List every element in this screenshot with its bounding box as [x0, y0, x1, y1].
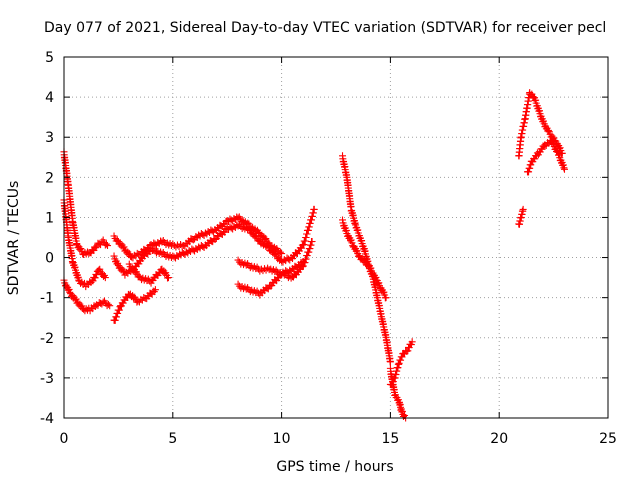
- y-tick-label: -1: [40, 291, 54, 307]
- data-point: [553, 147, 561, 155]
- x-tick-label: 15: [381, 431, 399, 447]
- data-point: [151, 286, 159, 294]
- y-tick-label: 1: [45, 210, 54, 226]
- data-point: [113, 236, 121, 244]
- y-tick-label: 5: [45, 50, 54, 66]
- data-point: [297, 244, 305, 252]
- series-seg-h: [339, 216, 390, 302]
- data-point: [382, 294, 390, 302]
- data-point: [135, 272, 143, 280]
- series-seg-m: [523, 137, 568, 176]
- data-point: [119, 299, 127, 307]
- x-tick-label: 0: [60, 431, 69, 447]
- y-tick-label: 2: [45, 170, 54, 186]
- data-point: [133, 249, 141, 257]
- data-point: [169, 240, 177, 248]
- data-point: [115, 306, 123, 314]
- y-tick-label: -4: [40, 411, 54, 427]
- data-point: [102, 240, 110, 248]
- data-point: [298, 241, 306, 249]
- data-point: [395, 359, 403, 367]
- grid-lines: [64, 57, 608, 418]
- y-tick-label: 4: [45, 90, 54, 106]
- data-point: [404, 347, 412, 355]
- data-point: [92, 244, 100, 252]
- data-points: [60, 89, 568, 422]
- x-tick-label: 20: [490, 431, 508, 447]
- data-point: [388, 381, 396, 389]
- data-point: [211, 235, 219, 243]
- data-point: [298, 263, 306, 271]
- data-point: [164, 274, 172, 282]
- data-point: [276, 248, 284, 256]
- data-point: [111, 316, 119, 324]
- data-point: [389, 378, 397, 386]
- data-point: [558, 149, 566, 157]
- data-point: [104, 300, 112, 308]
- data-point: [117, 302, 125, 310]
- x-axis-title: GPS time / hours: [276, 459, 393, 475]
- x-tick-label: 5: [168, 431, 177, 447]
- series-decay-low: [60, 276, 114, 315]
- series-seg-g: [339, 152, 394, 366]
- y-tick-label: -3: [40, 371, 54, 387]
- series-seg-k: [515, 205, 527, 228]
- series-seg-f: [234, 238, 316, 282]
- x-tick-label: 25: [599, 431, 617, 447]
- data-point: [278, 250, 286, 258]
- data-point: [555, 151, 563, 159]
- x-tick-labels: 0 5 10 15 20 25: [60, 431, 617, 447]
- data-point: [308, 238, 316, 246]
- data-point: [104, 242, 112, 250]
- data-point: [386, 358, 394, 366]
- data-point: [545, 126, 553, 134]
- series-seg-b: [110, 205, 318, 279]
- data-point: [529, 93, 537, 101]
- data-point: [264, 285, 272, 293]
- data-point: [112, 313, 120, 321]
- data-point: [101, 274, 109, 282]
- y-tick-label: 3: [45, 130, 54, 146]
- data-point: [114, 309, 122, 317]
- data-point: [113, 260, 121, 268]
- y-tick-label: 0: [45, 251, 54, 267]
- data-point: [559, 161, 567, 169]
- data-point: [135, 260, 143, 268]
- series-decay-mid: [60, 196, 109, 291]
- data-point: [560, 164, 568, 172]
- data-point: [116, 303, 124, 311]
- series-seg-c: [110, 286, 159, 324]
- data-point: [397, 356, 405, 364]
- data-point: [221, 220, 229, 228]
- data-point: [264, 264, 272, 272]
- data-point: [106, 302, 114, 310]
- series-seg-i: [386, 364, 410, 422]
- data-point: [408, 338, 416, 346]
- data-point: [560, 165, 568, 173]
- data-point: [177, 241, 185, 249]
- data-point: [310, 205, 318, 213]
- series-seg-d: [125, 260, 172, 287]
- data-point: [91, 274, 99, 282]
- plot-frame: [63, 56, 609, 419]
- chart-title: Day 077 of 2021, Sidereal Day-to-day VTE…: [44, 20, 606, 36]
- y-tick-label: -2: [40, 331, 54, 347]
- data-point: [140, 294, 148, 302]
- data-point: [221, 228, 229, 236]
- data-point: [519, 205, 527, 213]
- y-tick-labels: -4 -3 -2 -1 0 1 2 3 4 5: [40, 50, 54, 427]
- axis-ticks: [63, 56, 609, 419]
- y-axis-title: SDTVAR / TECUs: [6, 181, 22, 296]
- series-seg-j: [386, 338, 416, 389]
- x-tick-label: 10: [273, 431, 291, 447]
